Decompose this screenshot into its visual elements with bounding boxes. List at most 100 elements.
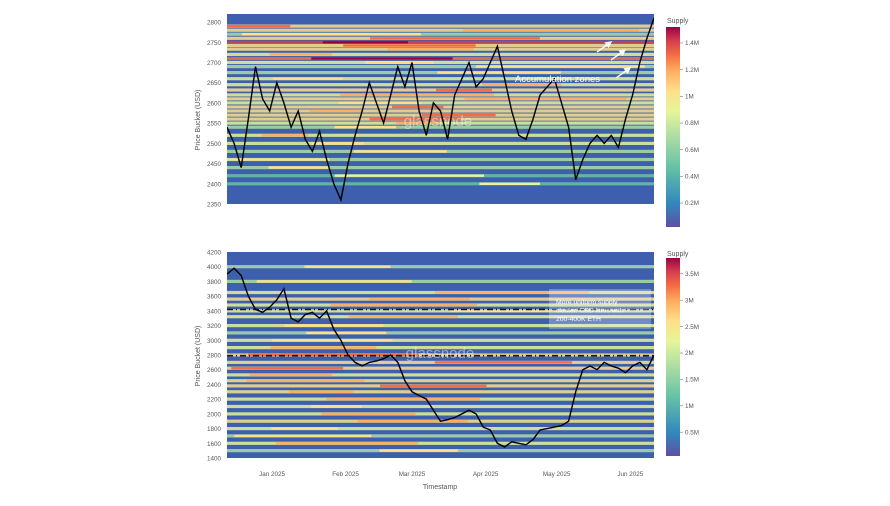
supply-band — [227, 125, 654, 129]
x-tick-label: May 2025 — [543, 471, 571, 478]
colorbar-tick-label: 1M — [685, 403, 694, 410]
supply-band — [227, 40, 654, 44]
supply-band — [227, 434, 654, 438]
y-tick-label: 3600 — [207, 294, 222, 301]
supply-band-segment — [271, 427, 338, 430]
supply-band — [227, 60, 654, 65]
supply-band — [227, 121, 654, 125]
bottom-annotation-text: More uniform supply cluster. CBD lines wi… — [556, 299, 624, 323]
supply-band-segment — [231, 367, 344, 370]
x-tick-label: Feb 2025 — [332, 471, 359, 478]
bottom-colorbar — [666, 258, 680, 456]
supply-band — [227, 77, 654, 81]
supply-band-segment — [326, 397, 480, 401]
bottom-heatmap-panel: glassnode 1400 1600 1800 2000 2200 2400 2600 28… — [195, 250, 699, 463]
supply-band-segment — [387, 48, 474, 51]
colorbar-tick-label: 1M — [685, 94, 694, 101]
supply-band-segment — [396, 121, 441, 125]
top-colorbar — [666, 27, 680, 227]
y-tick-label: 2800 — [207, 20, 222, 27]
x-tick-label: Mar 2025 — [399, 471, 426, 478]
bottom-y-axis-title: Price Bucket (USD) — [195, 326, 202, 387]
supply-band-segment — [261, 134, 308, 137]
annotation-box — [549, 289, 651, 329]
supply-band-segment — [369, 117, 461, 121]
supply-band — [227, 427, 654, 431]
top-y-axis-title: Price Bucket (USD) — [195, 90, 202, 151]
supply-band-segment — [246, 379, 365, 382]
supply-band-segment — [227, 24, 291, 28]
supply-band-segment — [227, 158, 330, 161]
supply-band-segment — [330, 303, 478, 307]
supply-band-segment — [334, 174, 484, 177]
supply-band-segment — [479, 182, 540, 185]
top-annotation: Accumulation zones — [515, 41, 632, 85]
supply-band-segment — [343, 44, 476, 47]
supply-band-segment — [311, 142, 365, 145]
y-tick-label: 3400 — [207, 308, 222, 315]
colorbar-tick-label: 3M — [685, 297, 694, 304]
x-axis-title: Timestamp — [423, 484, 457, 491]
supply-band — [227, 379, 654, 383]
supply-band — [227, 366, 654, 370]
bottom-y-axis: 1400 1600 1800 2000 2200 2400 2600 2800 3000 3200… — [207, 250, 222, 463]
supply-band-segment — [268, 166, 329, 169]
supply-band-segment — [392, 105, 444, 109]
y-tick-label: 2750 — [207, 40, 222, 47]
supply-band-segment — [368, 297, 470, 301]
supply-band — [227, 373, 654, 377]
x-tick-label: Jan 2025 — [259, 471, 285, 478]
colorbar-tick-label: 0.6M — [685, 147, 699, 154]
supply-band — [227, 182, 654, 186]
top-watermark: glassnode — [404, 113, 472, 130]
supply-band-segment — [348, 315, 458, 318]
y-tick-label: 3200 — [207, 323, 222, 330]
supply-band — [227, 133, 654, 137]
supply-band-segment — [284, 324, 384, 327]
y-tick-label: 2600 — [207, 367, 222, 374]
colorbar-tick-label: 0.4M — [685, 174, 699, 181]
annotation-line: cluster. CBD lines with — [556, 308, 624, 315]
supply-band-segment — [353, 150, 447, 153]
supply-band — [227, 412, 654, 416]
x-tick-label: Apr 2025 — [473, 471, 499, 478]
supply-band — [227, 101, 654, 105]
supply-band — [227, 346, 654, 350]
y-tick-label: 3000 — [207, 338, 222, 345]
y-tick-label: 3800 — [207, 279, 222, 286]
supply-band — [227, 338, 654, 342]
y-tick-label: 1600 — [207, 441, 222, 448]
supply-band-segment — [322, 41, 408, 44]
supply-band — [227, 324, 654, 328]
bottom-annotation: More uniform supply cluster. CBD lines wi… — [549, 289, 651, 329]
supply-band — [227, 404, 654, 409]
colorbar-tick-label: 1.2M — [685, 67, 699, 74]
top-y-axis: 2350 2400 2450 2500 2550 2600 2650 2700 2750 2800 — [207, 20, 222, 209]
supply-band-segment — [304, 265, 391, 268]
annotation-line: More uniform supply — [556, 299, 618, 306]
supply-band-segment — [434, 361, 573, 364]
supply-band-segment — [338, 101, 422, 105]
bottom-reference-lines — [227, 308, 654, 357]
supply-band-segment — [288, 390, 354, 393]
colorbar-tick-label: 2.5M — [685, 324, 699, 331]
annotation-arrow — [610, 49, 627, 61]
supply-band-segment — [370, 37, 540, 40]
top-price-line — [227, 17, 654, 203]
supply-band-segment — [309, 109, 362, 113]
supply-band-segment — [241, 33, 421, 36]
supply-band — [227, 157, 654, 162]
supply-band-segment — [450, 309, 550, 313]
supply-band-segment — [256, 280, 412, 283]
supply-band — [227, 166, 654, 170]
annotation-arrow — [615, 67, 632, 79]
y-tick-label: 1400 — [207, 456, 222, 463]
supply-band-segment — [306, 331, 387, 335]
y-tick-label: 2700 — [207, 60, 222, 67]
supply-band-segment — [271, 339, 393, 342]
y-tick-label: 4000 — [207, 264, 222, 271]
supply-band-segment — [311, 57, 453, 60]
supply-band — [227, 83, 654, 87]
supply-band-segment — [249, 373, 332, 377]
